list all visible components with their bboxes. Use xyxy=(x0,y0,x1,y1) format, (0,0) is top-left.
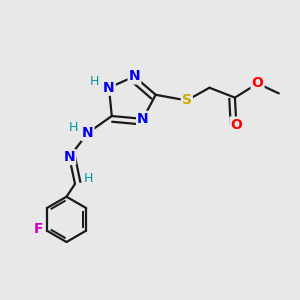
Text: N: N xyxy=(103,81,115,95)
Text: N: N xyxy=(137,112,149,126)
Text: N: N xyxy=(82,126,94,140)
Text: H: H xyxy=(90,75,100,88)
Text: F: F xyxy=(34,222,44,236)
Text: N: N xyxy=(64,150,75,164)
Text: O: O xyxy=(252,76,263,91)
Text: S: S xyxy=(182,94,192,107)
Text: N: N xyxy=(129,69,140,83)
Text: H: H xyxy=(68,122,78,134)
Text: O: O xyxy=(230,118,242,131)
Text: H: H xyxy=(84,172,93,185)
